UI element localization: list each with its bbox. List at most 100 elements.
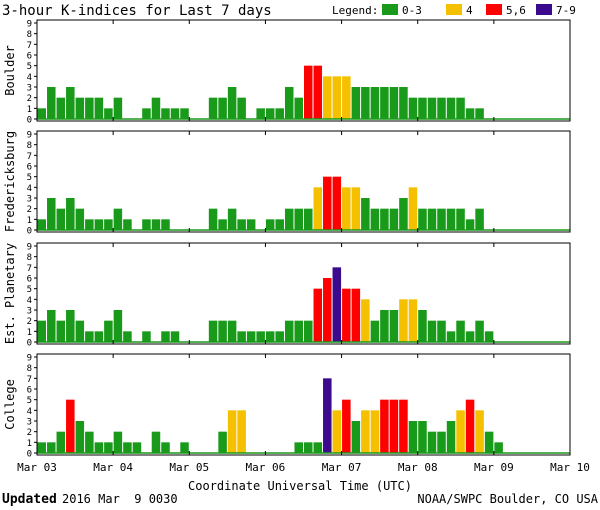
- bar: [351, 87, 361, 119]
- bar: [313, 442, 323, 453]
- bar: [227, 87, 237, 119]
- bar: [142, 219, 151, 230]
- y-tick-label: 8: [27, 30, 32, 40]
- y-tick-label: 1: [27, 105, 32, 115]
- y-tick-label: 4: [27, 73, 32, 83]
- y-tick-label: 1: [27, 216, 32, 226]
- bar: [475, 108, 484, 119]
- bar: [94, 331, 104, 342]
- panel-frame: [36, 353, 571, 456]
- bar: [304, 320, 313, 342]
- bar: [75, 320, 85, 342]
- bar: [275, 108, 284, 119]
- legend-swatch-3: [536, 4, 552, 15]
- y-tick-label: 6: [27, 275, 32, 285]
- y-tick-label: 0: [27, 450, 32, 460]
- bar: [37, 108, 47, 119]
- x-tick-label: Mar 07: [322, 461, 362, 474]
- bar: [56, 97, 66, 119]
- bar: [237, 331, 246, 342]
- bar: [94, 442, 104, 453]
- bar: [246, 219, 256, 230]
- y-tick-label: 9: [27, 131, 32, 141]
- y-tick-label: 0: [27, 339, 32, 349]
- bar: [389, 310, 399, 342]
- y-tick-label: 6: [27, 386, 32, 396]
- legend-label-1: 4: [466, 4, 473, 17]
- bar: [475, 320, 484, 342]
- bar: [104, 219, 113, 230]
- bar: [47, 198, 56, 230]
- bar: [66, 198, 75, 230]
- bar: [446, 421, 456, 453]
- bar: [151, 97, 161, 119]
- y-tick-label: 9: [27, 354, 32, 364]
- bar: [208, 208, 218, 230]
- bar: [123, 442, 132, 453]
- bar: [456, 97, 465, 119]
- bar: [256, 108, 265, 119]
- updated-value: 2016 Mar 9 0030: [62, 492, 178, 506]
- bar: [351, 421, 361, 453]
- bar: [37, 320, 47, 342]
- y-tick-label: 0: [27, 227, 32, 237]
- bar: [237, 219, 246, 230]
- bar: [123, 219, 132, 230]
- updated-label: Updated: [2, 492, 57, 507]
- bar: [265, 108, 275, 119]
- bar: [332, 267, 342, 342]
- bar: [265, 331, 275, 342]
- y-tick-label: 4: [27, 184, 32, 194]
- bar: [437, 208, 446, 230]
- y-tick-label: 6: [27, 163, 32, 173]
- station-label: College: [3, 379, 17, 430]
- y-tick-label: 8: [27, 253, 32, 263]
- x-tick-label: Mar 05: [169, 461, 209, 474]
- y-tick-label: 5: [27, 396, 32, 406]
- bar: [437, 431, 446, 453]
- y-tick-label: 4: [27, 296, 32, 306]
- bar: [265, 219, 275, 230]
- bar: [342, 76, 351, 119]
- bar: [284, 208, 294, 230]
- bar: [47, 310, 56, 342]
- y-tick-label: 3: [27, 195, 32, 205]
- bar: [304, 65, 313, 119]
- y-tick-label: 4: [27, 407, 32, 417]
- y-tick-label: 5: [27, 173, 32, 183]
- panel-frame: [36, 242, 571, 345]
- bar: [218, 97, 227, 119]
- bar: [56, 320, 66, 342]
- station-label: Fredericksburg: [3, 131, 17, 232]
- bar: [342, 399, 351, 453]
- x-tick-label: Mar 03: [17, 461, 57, 474]
- bar: [218, 431, 227, 453]
- bar: [294, 320, 303, 342]
- y-tick-label: 1: [27, 328, 32, 338]
- y-tick-label: 1: [27, 439, 32, 449]
- bar: [85, 219, 94, 230]
- bar: [351, 288, 361, 342]
- bar: [399, 399, 408, 453]
- bar: [113, 431, 123, 453]
- bar: [475, 208, 484, 230]
- bar: [104, 320, 113, 342]
- bar: [370, 208, 380, 230]
- x-axis: Mar 03 Mar 04 Mar 05 Mar 06 Mar 07 Mar 08 Mar …: [17, 461, 590, 474]
- bar: [180, 108, 189, 119]
- x-tick-label: Mar 10: [550, 461, 590, 474]
- bar: [75, 97, 85, 119]
- bar: [399, 87, 408, 119]
- bar: [123, 331, 132, 342]
- bar: [408, 187, 418, 230]
- x-tick-label: Mar 08: [398, 461, 438, 474]
- bar: [399, 198, 408, 230]
- bar: [427, 97, 437, 119]
- station-label: Boulder: [3, 45, 17, 96]
- bar: [361, 87, 370, 119]
- y-tick-label: 7: [27, 41, 32, 51]
- bar: [132, 442, 142, 453]
- bar: [437, 320, 446, 342]
